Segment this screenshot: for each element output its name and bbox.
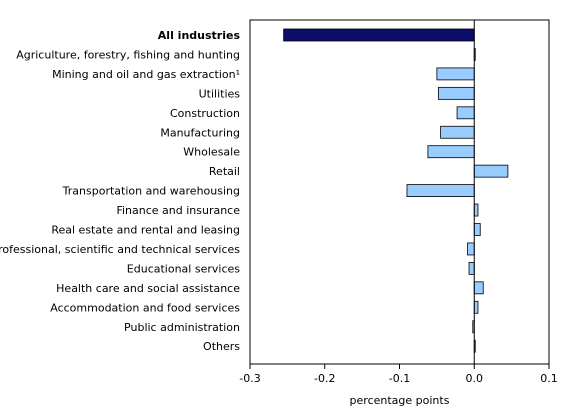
category-label-14: Accommodation and food services xyxy=(50,301,240,314)
x-axis-ticks: -0.3 -0.2 -0.1 0.0 0.1 xyxy=(239,364,558,385)
category-label-1: Agriculture, forestry, fishing and hunti… xyxy=(16,48,240,61)
x-tick-label-0: -0.3 xyxy=(239,372,260,385)
category-label-6: Wholesale xyxy=(183,146,240,159)
category-label-15: Public administration xyxy=(124,321,240,334)
bar-11 xyxy=(467,242,475,256)
bar-2 xyxy=(436,67,475,81)
x-tick-label-4: 0.1 xyxy=(540,372,558,385)
category-label-2: Mining and oil and gas extraction¹ xyxy=(52,68,240,81)
category-label-11: Professional, scientific and technical s… xyxy=(0,243,240,256)
category-label-8: Transportation and warehousing xyxy=(62,185,240,198)
category-label-16: Others xyxy=(203,340,240,353)
bars-group xyxy=(283,28,509,353)
category-labels: All industries Agriculture, forestry, fis… xyxy=(0,29,240,353)
category-label-12: Educational services xyxy=(127,262,240,275)
bar-14 xyxy=(473,300,479,314)
category-label-0: All industries xyxy=(158,29,241,42)
bar-8 xyxy=(406,184,475,198)
bar-7 xyxy=(473,164,509,178)
plot-frame xyxy=(249,19,550,365)
category-label-5: Manufacturing xyxy=(160,126,240,139)
category-label-9: Finance and insurance xyxy=(116,204,240,217)
x-tick-label-1: -0.2 xyxy=(314,372,335,385)
plot-area-border xyxy=(249,19,550,365)
bar-6 xyxy=(427,145,475,159)
category-label-7: Retail xyxy=(209,165,240,178)
bar-4 xyxy=(456,106,475,120)
category-label-4: Construction xyxy=(170,107,240,120)
bar-12 xyxy=(468,261,475,275)
x-tick-label-2: -0.1 xyxy=(389,372,410,385)
bar-10 xyxy=(473,223,481,236)
category-label-13: Health care and social assistance xyxy=(56,282,240,295)
x-tick-label-3: 0.0 xyxy=(466,372,484,385)
x-axis-title: percentage points xyxy=(350,394,450,407)
bar-13 xyxy=(473,281,484,295)
category-label-10: Real estate and rental and leasing xyxy=(51,224,240,237)
bar-3 xyxy=(437,86,475,100)
bar-9 xyxy=(473,203,479,217)
bar-0 xyxy=(283,28,475,42)
category-label-3: Utilities xyxy=(199,87,241,100)
bar-5 xyxy=(440,125,475,139)
